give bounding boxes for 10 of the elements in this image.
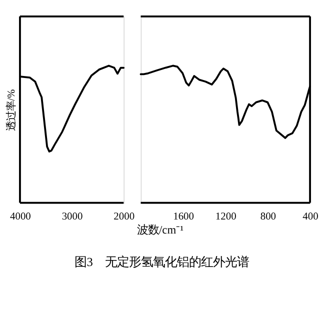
y-axis-title: 透过率/% — [6, 88, 18, 131]
x-tick-label: 400 — [302, 211, 318, 222]
x-tick-label: 2000 — [114, 211, 135, 222]
x-tick-label: 3000 — [62, 211, 83, 222]
x-tick-label: 1600 — [173, 211, 194, 222]
x-tick-label: 800 — [260, 211, 276, 222]
x-tick-label: 4000 — [10, 211, 31, 222]
x-axis-title: 波数/cm⁻¹ — [136, 224, 184, 237]
x-tick-label: 1200 — [215, 211, 236, 222]
text: 图3 无定形氢氧化铝的红外光谱 — [74, 255, 249, 270]
